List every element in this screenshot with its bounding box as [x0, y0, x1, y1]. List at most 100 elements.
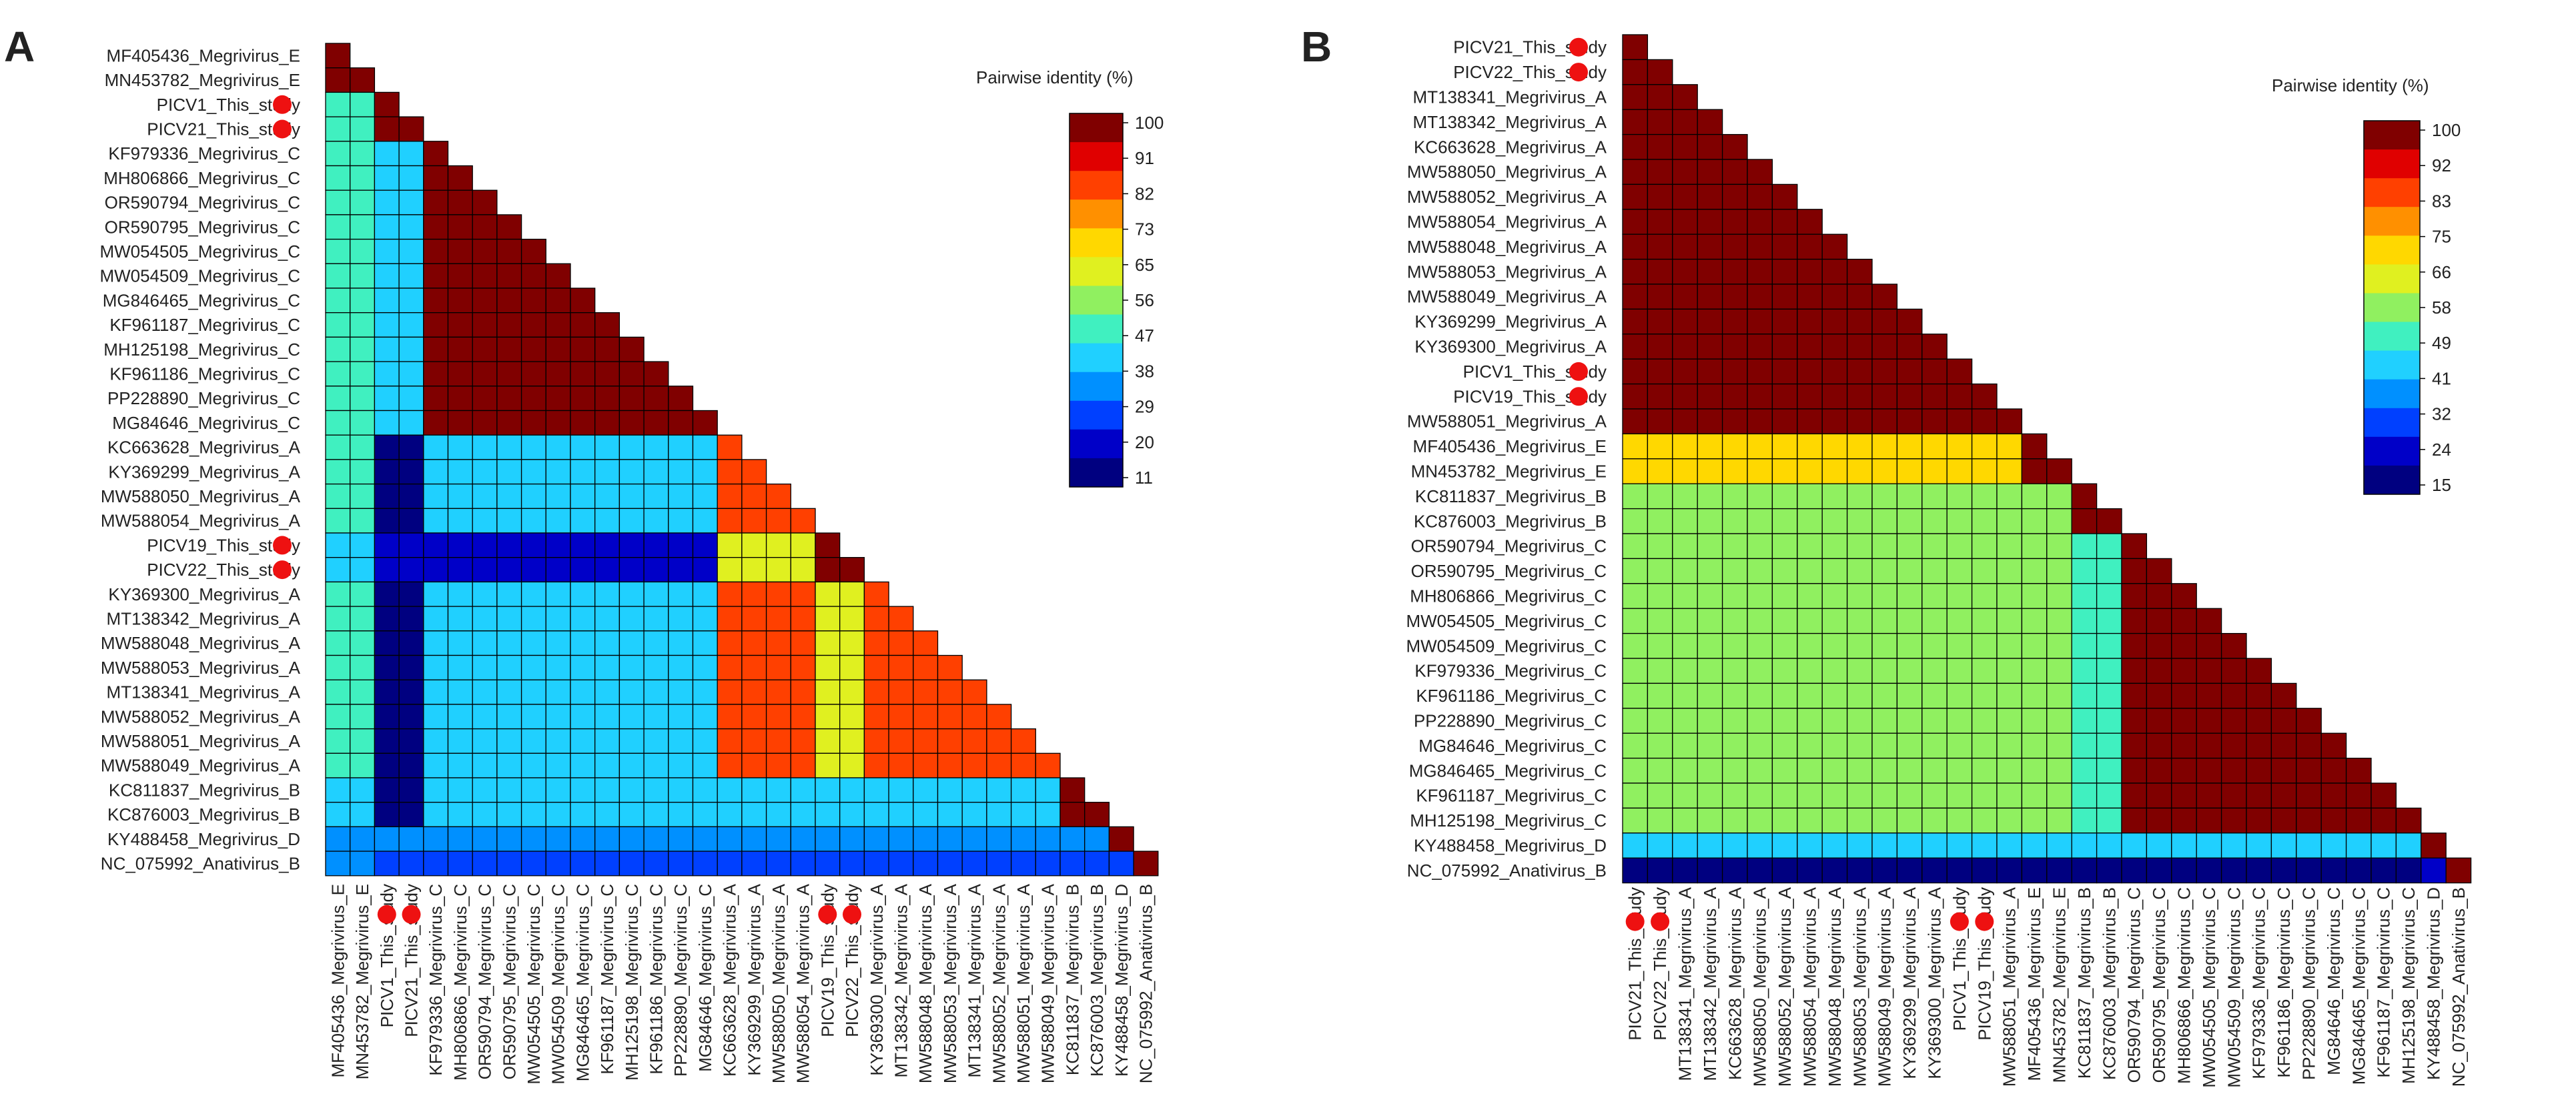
- heatmap-cell: [1896, 583, 1923, 609]
- heatmap-cell: [2096, 757, 2122, 784]
- heatmap-cell: [325, 141, 351, 167]
- heatmap-cell: [839, 728, 865, 754]
- heatmap-cell: [765, 704, 791, 730]
- heatmap-cell: [1921, 583, 1948, 609]
- heatmap-cell: [1697, 857, 1723, 884]
- heatmap-cell: [2270, 832, 2297, 859]
- legend-tick-label: 82: [1135, 183, 1154, 203]
- heatmap-cell: [325, 410, 351, 436]
- legend-swatch: [1069, 458, 1123, 488]
- heatmap-cell: [325, 91, 351, 117]
- row-label: MT138342_Megrivirus_A: [1413, 112, 1607, 132]
- heatmap-cell: [1846, 832, 1873, 859]
- heatmap-cell: [839, 679, 865, 705]
- heatmap-cell: [618, 851, 645, 877]
- heatmap-cell: [1821, 732, 1848, 759]
- heatmap-cell: [1721, 233, 1748, 260]
- heatmap-cell: [1871, 284, 1898, 310]
- heatmap-cell: [1846, 658, 1873, 684]
- heatmap-cell: [496, 654, 522, 680]
- row-label: KC876003_Megrivirus_B: [107, 804, 300, 824]
- heatmap-cell: [1996, 682, 2023, 709]
- heatmap-cell: [1721, 583, 1748, 609]
- heatmap-cell: [717, 581, 743, 607]
- heatmap-cell: [1647, 358, 1673, 385]
- heatmap-cell: [692, 483, 718, 509]
- heatmap-cell: [1747, 383, 1773, 410]
- heatmap-cell: [1672, 583, 1698, 609]
- heatmap-cell: [643, 704, 669, 730]
- heatmap-cell: [1647, 308, 1673, 335]
- heatmap-cell: [472, 581, 498, 607]
- heatmap-cell: [1059, 851, 1086, 877]
- heatmap-cell: [472, 508, 498, 534]
- heatmap-cell: [1821, 308, 1848, 335]
- heatmap-cell: [545, 361, 571, 387]
- heatmap-cell: [863, 581, 889, 607]
- heatmap-cell: [398, 581, 424, 607]
- heatmap-cell: [1971, 857, 1998, 884]
- heatmap-cell: [1797, 508, 1823, 534]
- heatmap-cell: [1896, 358, 1923, 385]
- heatmap-cell: [496, 777, 522, 803]
- heatmap-cell: [2146, 583, 2172, 609]
- row-label: MW588048_Megrivirus_A: [101, 633, 301, 653]
- heatmap-cell: [1771, 508, 1798, 534]
- legend-swatch: [2364, 408, 2420, 438]
- heatmap-cell: [839, 581, 865, 607]
- heatmap-cell: [2121, 658, 2148, 684]
- heatmap-cell: [1921, 682, 1948, 709]
- row-label: KC811837_Megrivirus_B: [109, 780, 300, 800]
- heatmap-cell: [1797, 284, 1823, 310]
- heatmap-cell: [545, 336, 571, 362]
- column-label: MG84646_Megrivirus_C: [695, 884, 715, 1072]
- heatmap-cell: [1747, 757, 1773, 784]
- heatmap-cell: [741, 826, 767, 852]
- heatmap-cell: [717, 728, 743, 754]
- heatmap-cell: [1697, 458, 1723, 484]
- heatmap-cell: [1871, 483, 1898, 510]
- heatmap-cell: [1697, 508, 1723, 534]
- heatmap-cell: [643, 802, 669, 828]
- heatmap-cell: [1721, 782, 1748, 809]
- heatmap-cell: [1647, 334, 1673, 360]
- heatmap-cell: [1647, 284, 1673, 310]
- heatmap-cell: [888, 679, 914, 705]
- heatmap-cell: [1721, 258, 1748, 285]
- heatmap-cell: [1672, 732, 1698, 759]
- heatmap-cell: [2270, 807, 2297, 834]
- heatmap-cell: [1059, 777, 1086, 803]
- heatmap-cell: [2146, 658, 2172, 684]
- legend-swatch: [1069, 257, 1123, 286]
- heatmap-cell: [1747, 832, 1773, 859]
- row-label: OR590794_Megrivirus_C: [105, 193, 300, 213]
- heatmap-cell: [2220, 632, 2247, 659]
- heatmap-cell: [2046, 483, 2072, 510]
- row-label: MW054505_Megrivirus_C: [99, 241, 300, 261]
- heatmap-cell: [1846, 782, 1873, 809]
- heatmap-cell: [1797, 209, 1823, 235]
- heatmap-cell: [643, 851, 669, 877]
- heatmap-cell: [496, 704, 522, 730]
- heatmap-cell: [2220, 732, 2247, 759]
- heatmap-cell: [398, 116, 424, 142]
- heatmap-cell: [2021, 458, 2048, 484]
- column-label: KF961186_Megrivirus_C: [647, 884, 667, 1075]
- heatmap-cell: [888, 851, 914, 877]
- heatmap-cell: [2220, 757, 2247, 784]
- heatmap-cell: [1647, 508, 1673, 534]
- heatmap-cell: [398, 288, 424, 314]
- heatmap-cell: [2021, 782, 2048, 809]
- heatmap-cell: [325, 704, 351, 730]
- heatmap-cell: [1747, 533, 1773, 560]
- heatmap-cell: [986, 802, 1012, 828]
- heatmap-cell: [1871, 608, 1898, 634]
- heatmap-cell: [2345, 782, 2372, 809]
- row-label: MH806866_Megrivirus_C: [1410, 586, 1607, 606]
- heatmap-cell: [1921, 732, 1948, 759]
- heatmap-cell: [545, 312, 571, 338]
- row-label: OR590795_Megrivirus_C: [1411, 561, 1607, 581]
- highlight-dot: [1569, 37, 1588, 57]
- heatmap-cell: [1846, 433, 1873, 460]
- heatmap-cell: [374, 557, 400, 583]
